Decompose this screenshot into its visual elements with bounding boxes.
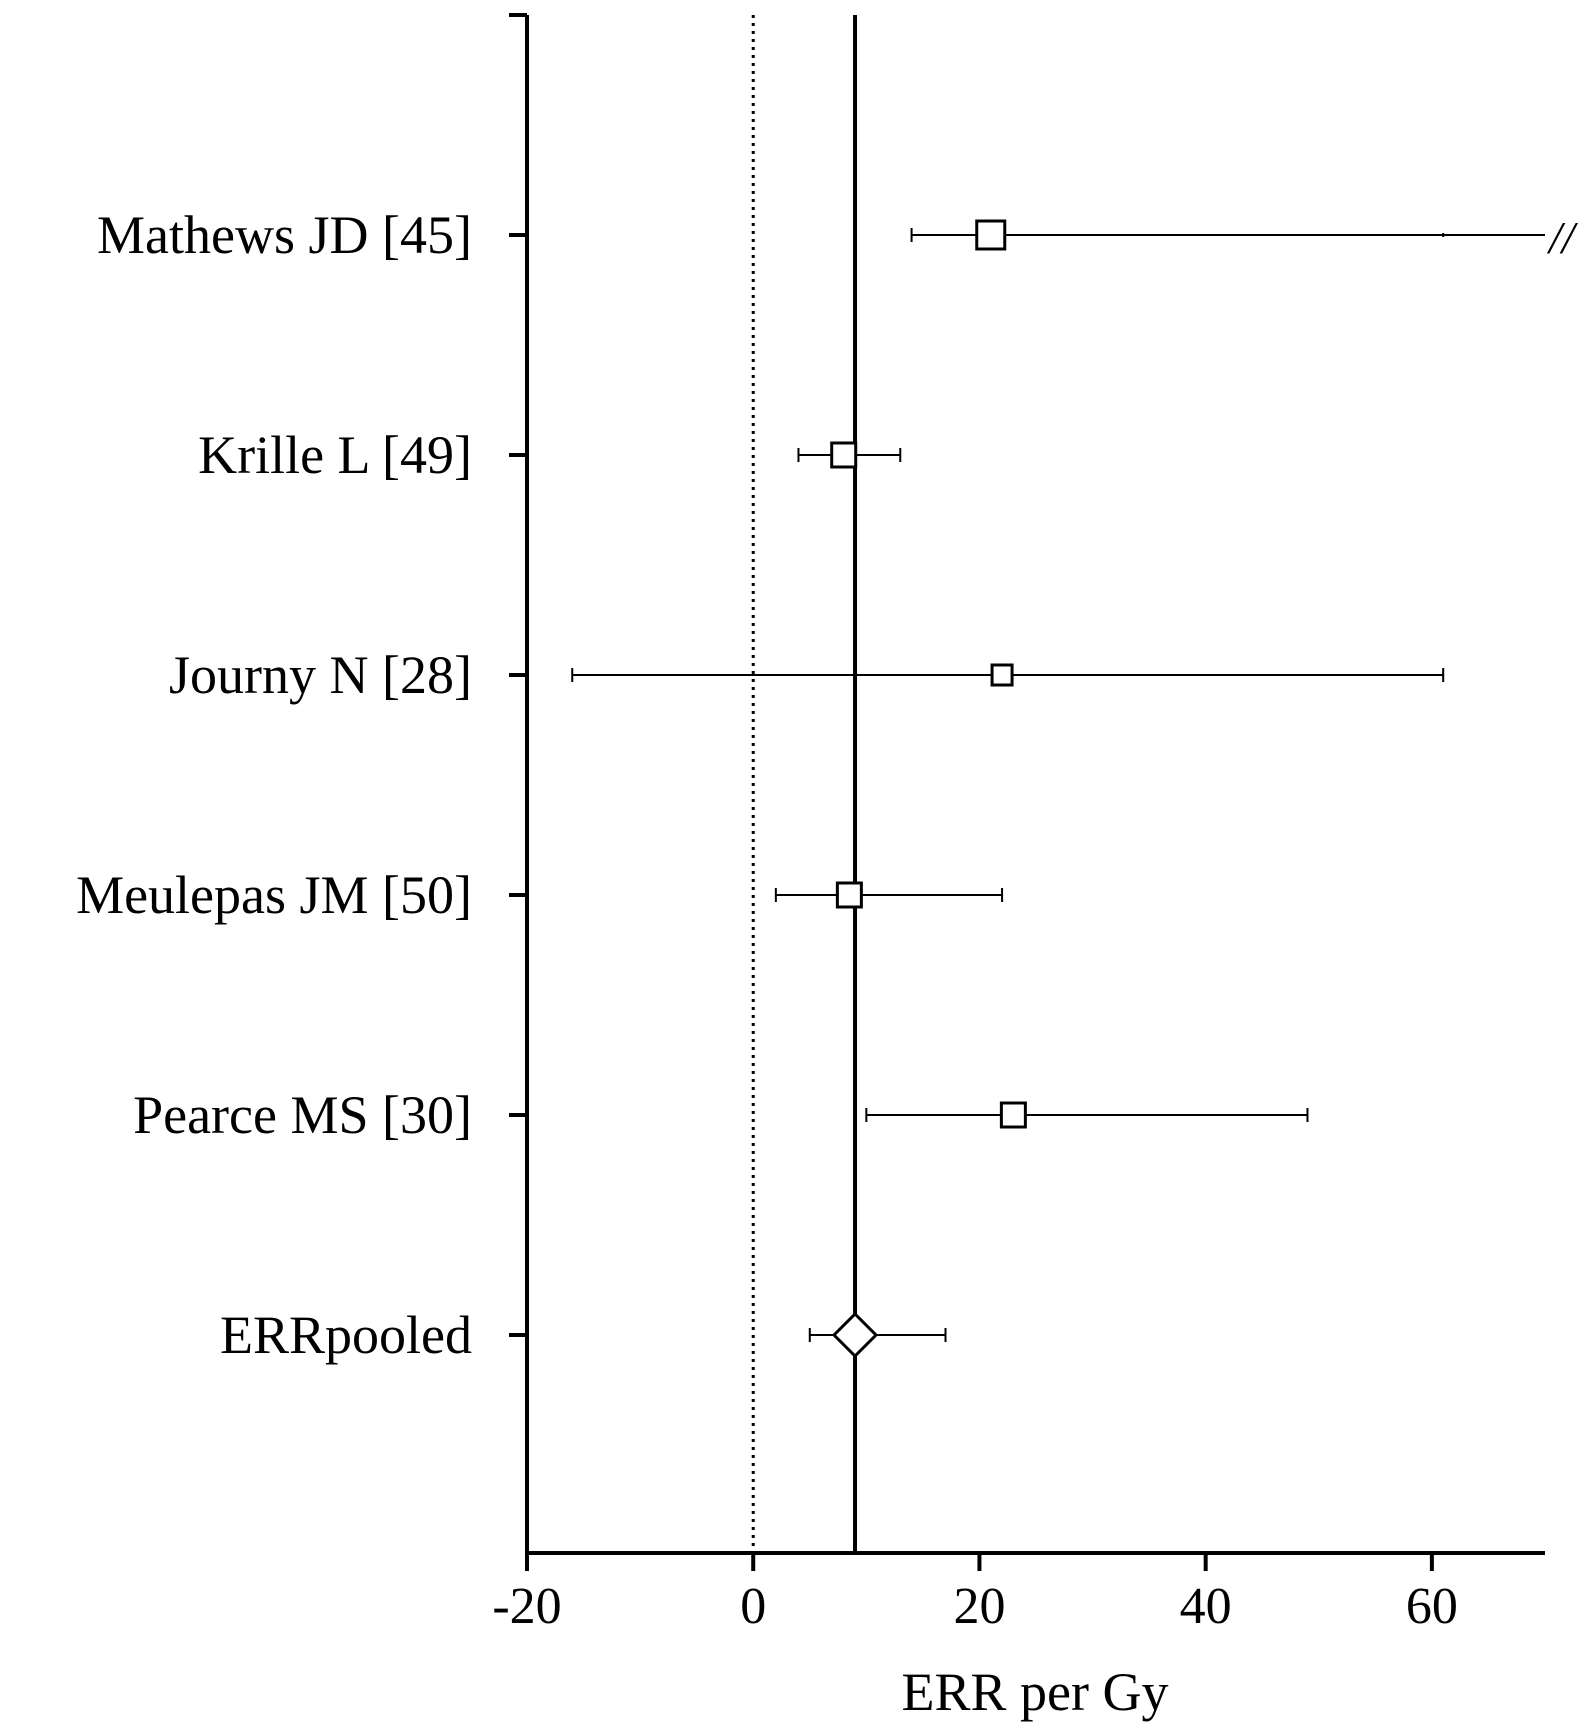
study-label: Krille L [49] bbox=[198, 425, 472, 485]
study-label: Meulepas JM [50] bbox=[76, 865, 472, 925]
x-tick-label: 60 bbox=[1406, 1578, 1458, 1635]
study-row: Krille L [49] bbox=[198, 425, 902, 485]
study-row: Mathews JD [45] // bbox=[97, 205, 1579, 265]
study-rows: Mathews JD [45] // Krille L [49] Journy N [… bbox=[76, 205, 1579, 1365]
estimate-square-marker bbox=[999, 1101, 1027, 1129]
x-axis-label: ERR per Gy bbox=[902, 1662, 1169, 1722]
study-label: Journy N [28] bbox=[169, 645, 472, 705]
study-row: Meulepas JM [50] bbox=[76, 865, 1004, 925]
axes bbox=[509, 13, 1545, 1555]
truncation-mark: // bbox=[1546, 212, 1579, 263]
estimate-square-marker bbox=[835, 881, 863, 909]
study-row: ERRpooled bbox=[220, 1305, 947, 1365]
x-tick-label: 0 bbox=[740, 1578, 766, 1635]
pooled-diamond-marker bbox=[831, 1311, 879, 1359]
study-label: Mathews JD [45] bbox=[97, 205, 472, 265]
study-label: ERRpooled bbox=[220, 1305, 472, 1365]
study-row: Journy N [28] bbox=[169, 645, 1445, 705]
x-axis-ticks: -20 0 20 40 60 bbox=[492, 1553, 1458, 1635]
reference-lines bbox=[751, 15, 858, 1553]
x-tick-label: 20 bbox=[953, 1578, 1005, 1635]
study-row: Pearce MS [30] bbox=[133, 1085, 1309, 1145]
estimate-square-marker bbox=[990, 663, 1014, 687]
study-label: Pearce MS [30] bbox=[133, 1085, 472, 1145]
x-tick-label: 40 bbox=[1180, 1578, 1232, 1635]
x-tick-label: -20 bbox=[492, 1578, 561, 1635]
estimate-square-marker bbox=[830, 441, 858, 469]
estimate-square-marker bbox=[975, 219, 1007, 251]
